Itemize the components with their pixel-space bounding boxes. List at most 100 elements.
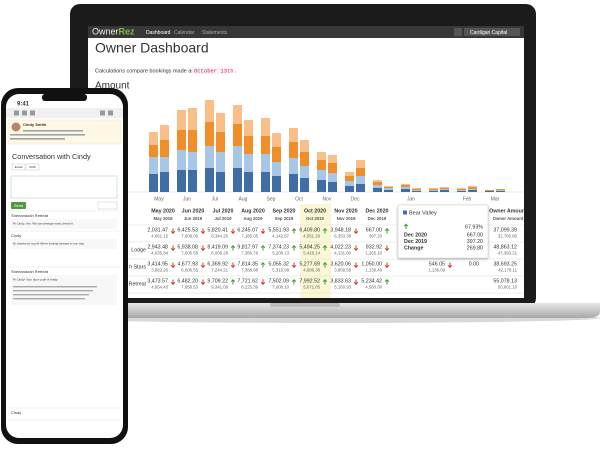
nav-link[interactable]: Statements	[202, 30, 228, 36]
row-label: Lodge	[131, 247, 146, 253]
options-button[interactable]	[97, 201, 118, 210]
x-tick-label: Nov	[323, 196, 332, 202]
arrow-down	[384, 245, 390, 252]
cell-value: 5,234.42	[361, 278, 382, 284]
arrow-up	[260, 261, 266, 268]
x-tick-label: Mar	[491, 196, 500, 202]
cell-previous: 7,244.21	[211, 268, 228, 273]
bar-segment	[457, 189, 466, 190]
bar-segment	[188, 130, 197, 152]
nav-link[interactable]: Calendar	[174, 30, 195, 36]
bar-segment	[384, 186, 393, 187]
x-tick-label: Sep	[267, 196, 276, 202]
bar-segment	[356, 176, 365, 184]
bar-segment	[205, 168, 214, 192]
cell-value: 5,277.69	[299, 261, 320, 267]
contact-detail	[10, 138, 65, 140]
cell-previous: 8,344.26	[211, 234, 228, 239]
message-text: Hi Cindy! Your door code is ready.	[13, 277, 58, 281]
message-text: Hi, thanks so much! We're looking forwar…	[13, 241, 85, 245]
arrow-down	[170, 279, 176, 286]
message-sender: Cindy	[11, 233, 21, 238]
cell-previous: 6,006.55	[181, 268, 198, 273]
cell-value: 7,721.62	[237, 278, 258, 284]
bar-segment	[244, 172, 253, 192]
bar-segment	[345, 176, 354, 181]
arrow-down	[200, 245, 206, 252]
bar-segment	[205, 146, 214, 168]
bar-segment	[373, 180, 382, 182]
cell-previous: 5,671.05	[303, 285, 320, 290]
bar-segment	[429, 189, 438, 190]
cell-value: 4,677.93	[177, 261, 198, 267]
bar-segment	[440, 187, 449, 188]
bar-segment	[300, 166, 309, 178]
cell-value: 6,369.92	[207, 261, 228, 267]
column-subheader: Nov 2019	[337, 216, 356, 221]
cell-value: 1,050.00	[361, 261, 382, 267]
cell-value: 6,425.53	[177, 227, 198, 233]
toolbar-icon[interactable]	[108, 110, 113, 116]
column-header: Dec 2020	[366, 208, 389, 214]
bar-segment	[177, 150, 186, 170]
bar-segment	[401, 185, 410, 187]
tab-button[interactable]	[11, 163, 26, 171]
contact-detail	[10, 134, 85, 136]
x-tick-label: Aug	[239, 196, 248, 202]
tab-button[interactable]	[25, 163, 40, 171]
bar-segment	[300, 152, 309, 166]
send-button[interactable]	[11, 202, 26, 209]
cell-previous: 4,131.80	[334, 251, 351, 256]
arrow-down	[230, 228, 236, 235]
message-input[interactable]	[10, 175, 118, 199]
cell-previous: 7,008.10	[272, 285, 289, 290]
cell-value: 0.00	[469, 261, 479, 267]
bar-segment	[272, 133, 281, 147]
column-header: Sep 2020	[273, 208, 296, 214]
cell-previous: 4,954.43	[151, 285, 168, 290]
column-subheader: Jul 2019	[215, 216, 233, 221]
cell-previous: 397.20	[369, 234, 383, 239]
send-label: Send	[14, 203, 23, 208]
toolbar-icon[interactable]	[30, 110, 35, 116]
bar-segment	[233, 146, 242, 168]
user-button[interactable]	[464, 28, 520, 36]
bar-segment	[177, 170, 186, 192]
cell-previous: 7,608.06	[181, 234, 198, 239]
arrow-down	[200, 228, 206, 235]
bar-segment	[272, 176, 281, 192]
contact-panel	[7, 119, 122, 145]
toolbar-icon[interactable]	[14, 110, 19, 116]
bar-segment	[177, 110, 186, 130]
bar-segment	[289, 142, 298, 158]
tab-label: Email	[15, 165, 23, 169]
lock-button[interactable]	[454, 28, 462, 36]
bar-segment	[345, 181, 354, 186]
message-sender: Cindy	[11, 410, 21, 415]
x-tick-label: Jul	[212, 196, 218, 202]
bar-segment	[233, 105, 242, 124]
arrow-up	[230, 278, 236, 285]
cell-previous: 1,265.10	[365, 251, 382, 256]
cell-value: 546.05	[429, 261, 445, 267]
tooltip-label: Dec 2019	[404, 239, 427, 245]
bar-segment	[205, 100, 214, 122]
phone: 9:41 Cindy Smith Conversation with Cindy Em…	[1, 88, 128, 444]
cell-previous: 8,225.39	[241, 285, 258, 290]
column-subheader: Owner Amount	[493, 216, 524, 221]
arrow-down	[170, 245, 176, 252]
arrow-down	[200, 279, 206, 286]
toolbar-icon[interactable]	[100, 110, 105, 116]
bar-segment	[244, 136, 253, 154]
cell-value: 7,992.52	[299, 278, 320, 284]
arrow-up	[230, 244, 236, 251]
cell-value: 7,502.09	[268, 278, 289, 284]
toolbar-icon[interactable]	[22, 110, 27, 116]
avatar	[11, 122, 21, 132]
screen-content: OwnerRez Cardigan Capital Owner Dashboar…	[88, 26, 524, 298]
bar-segment	[468, 187, 477, 189]
cell-previous: 7,185.05	[241, 234, 258, 239]
bar-segment	[440, 190, 449, 192]
nav-link[interactable]: Dashboard	[146, 30, 171, 36]
